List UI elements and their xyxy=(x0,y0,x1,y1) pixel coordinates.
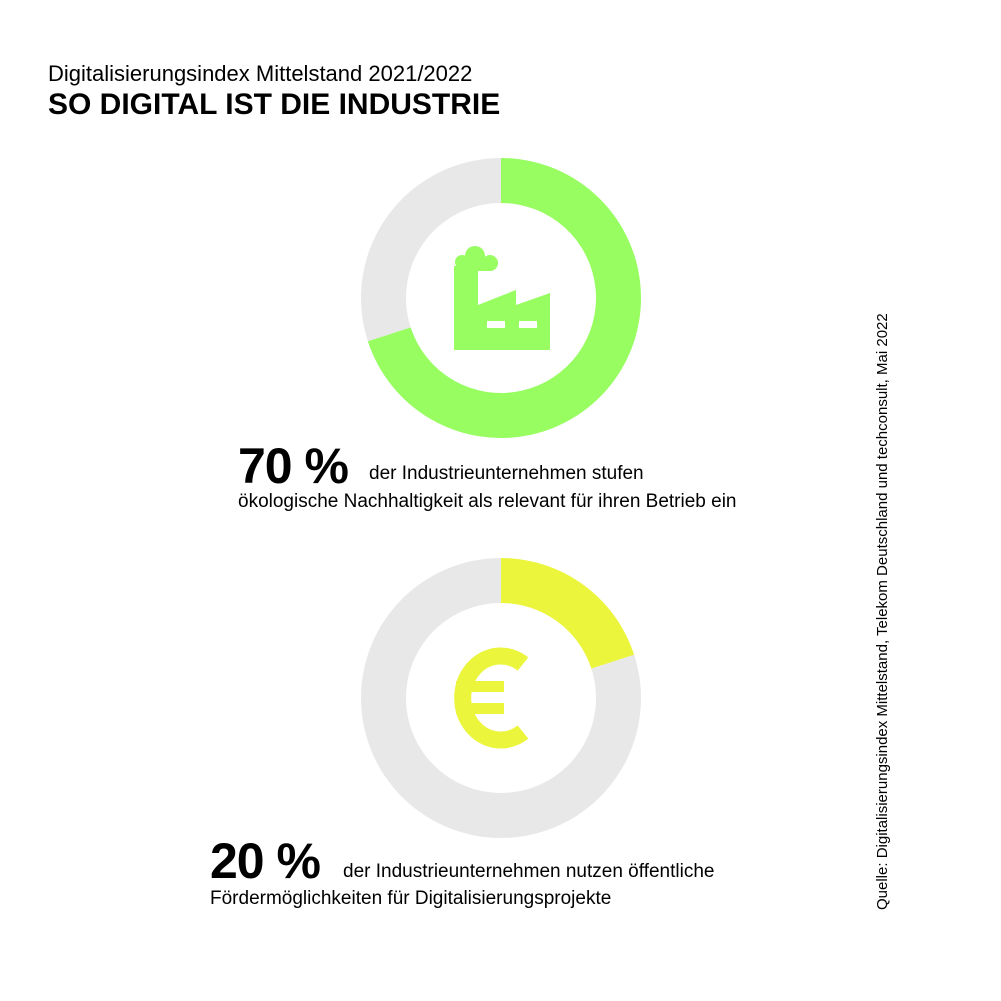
stat-text-line-1: der Industrieunternehmen stufen xyxy=(369,463,644,484)
source-note: Quelle: Digitalisierungsindex Mittelstan… xyxy=(874,313,891,910)
donut-slices xyxy=(361,558,641,838)
donut-slice-value xyxy=(367,158,641,438)
donut-slice-remainder xyxy=(361,558,641,838)
chart-title: SO DIGITAL IST DIE INDUSTRIE xyxy=(48,88,501,121)
stat-text-line-2: Fördermöglichkeiten für Digitalisierungs… xyxy=(210,888,612,909)
stat-percent-20: 20 % xyxy=(210,833,321,889)
factory-icon xyxy=(454,246,550,350)
donut-slices xyxy=(361,158,641,438)
chart-subtitle: Digitalisierungsindex Mittelstand 2021/2… xyxy=(48,61,473,86)
stat-percent-70: 70 % xyxy=(238,438,349,494)
donut-slice-remainder xyxy=(361,158,501,342)
donut-slice-value xyxy=(501,558,635,669)
donut-chart-sustainability xyxy=(361,158,641,438)
stat-text-line-2: ökologische Nachhaltigkeit als relevant … xyxy=(238,491,737,512)
euro-icon xyxy=(454,647,529,749)
stat-text-line-1: der Industrieunternehmen nutzen öffentli… xyxy=(343,861,715,882)
donut-chart-funding xyxy=(361,558,641,838)
